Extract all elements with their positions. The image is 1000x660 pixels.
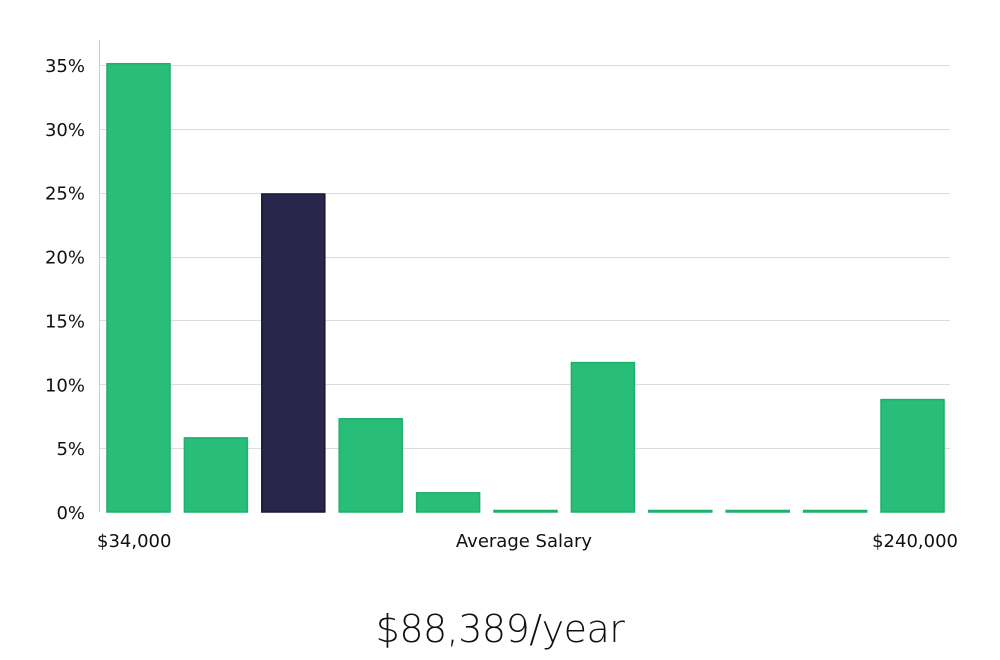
y-tick-labels: 0% 5% 10% 15% 20% 25% 30% 35%: [45, 56, 85, 524]
bar: [415, 492, 481, 513]
bar: [570, 361, 636, 513]
y-tick-label: 0%: [56, 503, 85, 524]
x-max-label: $240,000: [872, 531, 958, 552]
bar-highlighted: [261, 193, 326, 513]
bars: [106, 62, 945, 513]
y-tick-label: 30%: [45, 120, 85, 141]
x-axis-label: Average Salary: [456, 531, 593, 552]
bar: [338, 418, 403, 513]
bar: [880, 398, 945, 513]
bar: [106, 62, 171, 513]
salary-distribution-chart: 0% 5% 10% 15% 20% 25% 30% 35% $34,000 Average S…: [45, 40, 958, 552]
bar: [183, 437, 249, 513]
bar: [725, 509, 790, 513]
y-tick-label: 15%: [45, 311, 85, 332]
average-salary-value: $88,389/year: [375, 607, 625, 651]
y-tick-label: 5%: [56, 439, 85, 460]
y-tick-label: 25%: [45, 184, 85, 205]
y-tick-label: 20%: [45, 248, 85, 269]
x-min-label: $34,000: [97, 531, 171, 552]
bar: [802, 509, 868, 513]
y-tick-label: 10%: [45, 375, 85, 396]
bar: [493, 509, 558, 513]
y-tick-label: 35%: [45, 56, 85, 77]
bar: [648, 509, 713, 513]
grid-lines: [100, 65, 950, 449]
